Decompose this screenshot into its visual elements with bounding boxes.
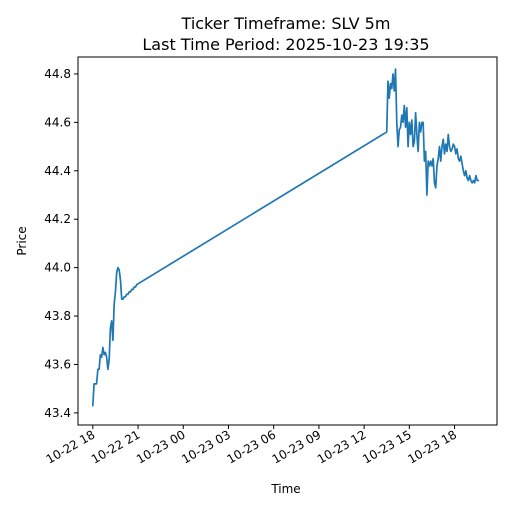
y-axis: 43.4 43.6 43.8 44.0 44.2 44.4 44.6 44.8 [44,67,78,420]
y-axis-label: Price [15,226,29,255]
y-tick-label: 44.2 [44,212,71,226]
y-tick-label: 44.4 [44,164,71,178]
x-tick-label: 10-23 06 [224,427,278,466]
y-tick-label: 43.6 [44,357,71,371]
x-tick-label: 10-23 00 [134,427,188,466]
x-tick-label: 10-23 15 [360,427,414,466]
chart-subtitle: Last Time Period: 2025-10-23 19:35 [142,35,429,54]
x-tick-label: 10-23 12 [315,427,369,466]
series-layer [91,68,480,407]
y-tick-label: 44.6 [44,115,71,129]
x-tick-label: 10-23 03 [179,427,233,466]
y-tick-label: 43.8 [44,309,71,323]
y-tick-label: 43.4 [44,406,71,420]
x-tick-label: 10-22 21 [89,427,143,466]
axes-frame [77,56,498,426]
y-tick-label: 44.8 [44,67,71,81]
x-tick-label: 10-23 09 [270,427,324,466]
x-axis-label: Time [270,482,300,496]
price-series-line [91,68,480,407]
chart-title: Ticker Timeframe: SLV 5m [181,14,391,33]
y-tick-label: 44.0 [44,261,71,275]
x-tick-label: 10-22 18 [44,427,98,466]
plot-area [77,56,498,426]
x-tick-label: 10-23 18 [405,427,459,466]
